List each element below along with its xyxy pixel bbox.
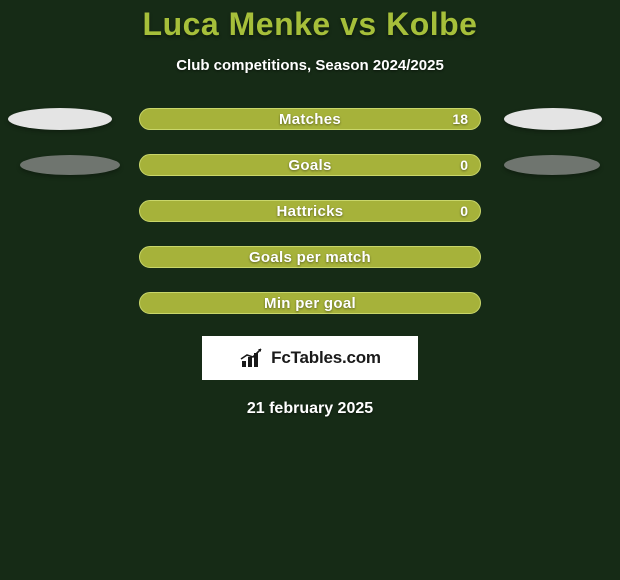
stat-row: Hattricks 0 — [0, 200, 620, 222]
stat-value: 0 — [460, 203, 468, 219]
chart-icon — [239, 347, 265, 369]
stat-bar: Matches 18 — [139, 108, 481, 130]
stats-list: Matches 18 Goals 0 Hattricks 0 Goals per match… — [0, 108, 620, 314]
stat-row: Matches 18 — [0, 108, 620, 130]
stat-label: Goals — [288, 157, 331, 174]
stat-bar: Min per goal — [139, 292, 481, 314]
stat-label: Goals per match — [249, 249, 371, 266]
stat-row: Min per goal — [0, 292, 620, 314]
source-badge: FcTables.com — [202, 336, 418, 380]
stat-label: Min per goal — [264, 295, 356, 312]
badge-text: FcTables.com — [271, 348, 381, 368]
left-ellipse — [8, 108, 112, 130]
stat-row: Goals 0 — [0, 154, 620, 176]
right-ellipse — [504, 108, 602, 130]
stat-label: Matches — [279, 111, 341, 128]
right-ellipse — [504, 155, 600, 175]
stat-bar: Goals per match — [139, 246, 481, 268]
stat-label: Hattricks — [277, 203, 344, 220]
date-label: 21 february 2025 — [0, 400, 620, 418]
stat-row: Goals per match — [0, 246, 620, 268]
stat-value: 0 — [460, 157, 468, 173]
stat-value: 18 — [452, 111, 468, 127]
stat-bar: Goals 0 — [139, 154, 481, 176]
infographic-container: Luca Menke vs Kolbe Club competitions, S… — [0, 0, 620, 580]
stat-bar: Hattricks 0 — [139, 200, 481, 222]
page-title: Luca Menke vs Kolbe — [0, 6, 620, 43]
subtitle: Club competitions, Season 2024/2025 — [0, 57, 620, 74]
left-ellipse — [20, 155, 120, 175]
